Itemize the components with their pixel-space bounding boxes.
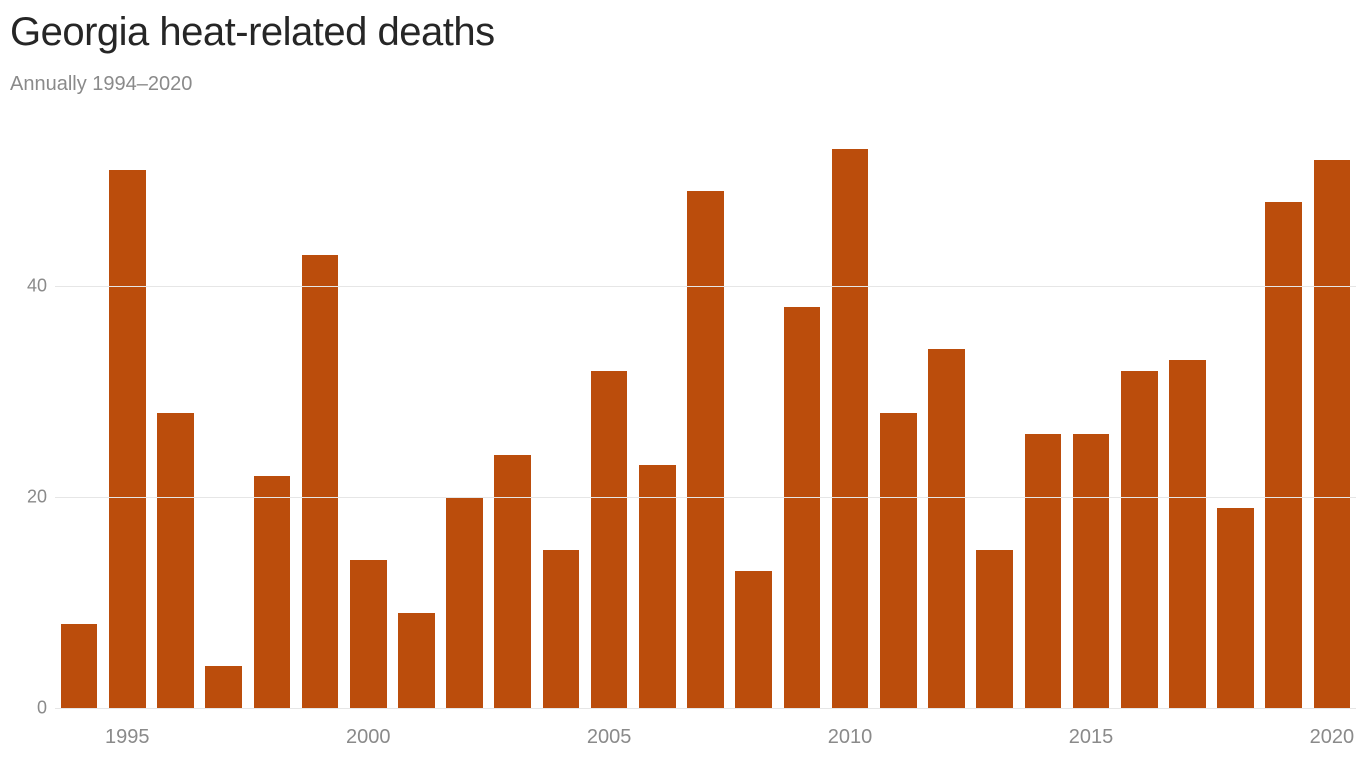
bar bbox=[61, 624, 98, 708]
bar bbox=[832, 149, 869, 708]
bar-slot bbox=[441, 128, 489, 708]
bar bbox=[1217, 508, 1254, 708]
bar-slot bbox=[55, 128, 103, 708]
bar bbox=[1169, 360, 1206, 708]
bar-slot bbox=[826, 128, 874, 708]
bars-group bbox=[55, 128, 1356, 708]
y-axis-label: 40 bbox=[7, 276, 47, 297]
grid-line bbox=[55, 497, 1356, 498]
chart-container: Georgia heat-related deaths Annually 199… bbox=[0, 0, 1366, 768]
bar bbox=[591, 371, 628, 708]
bar bbox=[398, 613, 435, 708]
y-axis-label: 0 bbox=[7, 698, 47, 719]
grid-line bbox=[55, 286, 1356, 287]
bar bbox=[735, 571, 772, 708]
plot-area: 02040 bbox=[55, 128, 1356, 708]
x-axis-label: 2020 bbox=[1310, 726, 1355, 749]
bar bbox=[543, 550, 580, 708]
bar-slot bbox=[151, 128, 199, 708]
bar-slot bbox=[1163, 128, 1211, 708]
y-axis-label: 20 bbox=[7, 487, 47, 508]
bar bbox=[109, 170, 146, 708]
bar bbox=[687, 191, 724, 708]
bar-slot bbox=[392, 128, 440, 708]
bar-slot bbox=[874, 128, 922, 708]
bar bbox=[254, 476, 291, 708]
bar-slot bbox=[1067, 128, 1115, 708]
bar-slot bbox=[296, 128, 344, 708]
x-axis-label: 2010 bbox=[828, 726, 873, 749]
bar bbox=[784, 307, 821, 708]
bar bbox=[1314, 160, 1351, 708]
bar-slot bbox=[585, 128, 633, 708]
bar bbox=[1121, 371, 1158, 708]
bar bbox=[494, 455, 531, 708]
bar-slot bbox=[1212, 128, 1260, 708]
bar bbox=[350, 560, 387, 708]
grid-line bbox=[55, 708, 1356, 709]
bar bbox=[446, 497, 483, 708]
bar-slot bbox=[971, 128, 1019, 708]
bar-slot bbox=[922, 128, 970, 708]
bar-slot bbox=[1260, 128, 1308, 708]
x-axis-label: 2000 bbox=[346, 726, 391, 749]
bar-slot bbox=[489, 128, 537, 708]
bar bbox=[205, 666, 242, 708]
bar bbox=[1025, 434, 1062, 708]
bar-slot bbox=[1019, 128, 1067, 708]
x-axis-label: 2005 bbox=[587, 726, 632, 749]
bar-slot bbox=[344, 128, 392, 708]
bar bbox=[976, 550, 1013, 708]
bar-slot bbox=[730, 128, 778, 708]
bar bbox=[880, 413, 917, 708]
x-axis-label: 2015 bbox=[1069, 726, 1114, 749]
bar bbox=[1073, 434, 1110, 708]
bar-slot bbox=[200, 128, 248, 708]
bar-slot bbox=[248, 128, 296, 708]
bar-slot bbox=[103, 128, 151, 708]
bar-slot bbox=[633, 128, 681, 708]
x-axis-label: 1995 bbox=[105, 726, 150, 749]
bar bbox=[157, 413, 194, 708]
bar-slot bbox=[778, 128, 826, 708]
x-axis: 1995 2000 2005 2010 2015 2020 bbox=[55, 720, 1356, 750]
bar-slot bbox=[1308, 128, 1356, 708]
bar bbox=[1265, 202, 1302, 708]
bar-slot bbox=[681, 128, 729, 708]
bar-slot bbox=[1115, 128, 1163, 708]
bar bbox=[302, 255, 339, 708]
bar bbox=[928, 349, 965, 708]
bar bbox=[639, 465, 676, 708]
chart-subtitle: Annually 1994–2020 bbox=[10, 73, 1366, 96]
bar-slot bbox=[537, 128, 585, 708]
chart-title: Georgia heat-related deaths bbox=[10, 10, 1366, 55]
